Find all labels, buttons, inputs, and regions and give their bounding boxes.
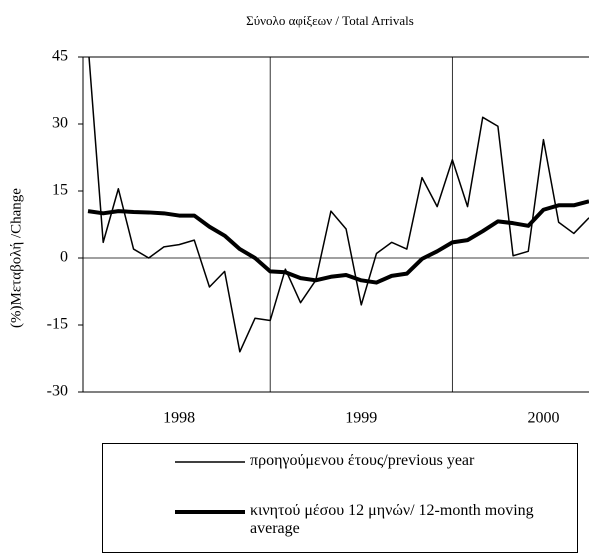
- y-tick-label: 0: [60, 249, 68, 266]
- series-line: [88, 57, 589, 353]
- y-tick-label: 30: [52, 115, 68, 132]
- chart-title: Σύνολο αφίξεων / Total Arrivals: [246, 13, 414, 28]
- series-line: [87, 199, 589, 285]
- legend-entry: κινητού μέσου 12 μηνών/ 12-month moving …: [103, 502, 560, 538]
- legend-entry: προηγούμενου έτους/previous year: [103, 452, 560, 472]
- y-tick-label: -15: [47, 316, 68, 333]
- legend-label: προηγούμενου έτους/previous year: [250, 452, 475, 469]
- x-tick-label: 1999: [345, 410, 377, 427]
- y-tick-label: 45: [52, 48, 68, 65]
- y-tick-label: -30: [47, 383, 68, 400]
- plot-frame: [82, 56, 589, 393]
- y-axis-label: (%)Μεταβολή /Change: [8, 188, 24, 328]
- y-tick-label: 15: [52, 182, 68, 199]
- legend: προηγούμενου έτους/previous year κινητού …: [102, 443, 578, 553]
- legend-swatch: [175, 461, 245, 463]
- x-tick-label: 1998: [163, 410, 195, 427]
- plot-area: [87, 57, 589, 353]
- legend-label: κινητού μέσου 12 μηνών/ 12-month moving …: [250, 502, 534, 537]
- chart: Σύνολο αφίξεων / Total Arrivals (%)Μεταβ…: [8, 13, 589, 427]
- x-tick-label: 2000: [527, 410, 559, 427]
- legend-swatch: [175, 510, 245, 514]
